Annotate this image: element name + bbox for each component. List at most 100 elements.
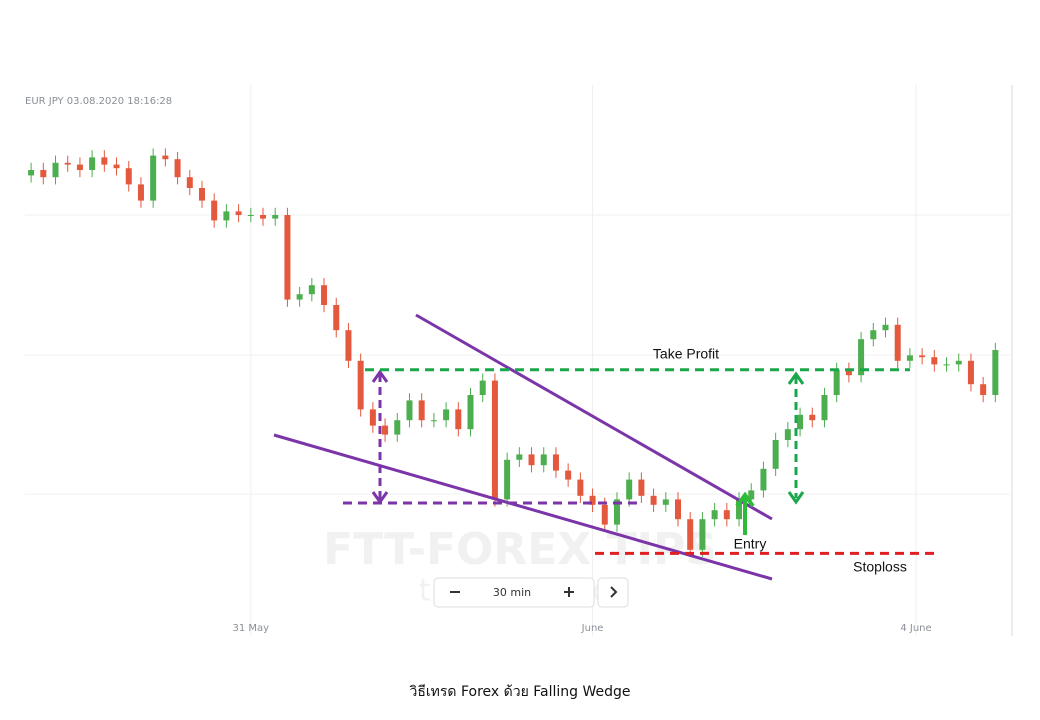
caption: วิธีเทรด Forex ด้วย Falling Wedge	[409, 684, 630, 700]
candle-body	[76, 164, 83, 170]
candle-body	[906, 355, 913, 361]
candle-body	[40, 170, 47, 178]
next-button[interactable]	[597, 577, 629, 608]
candle-body	[125, 168, 132, 185]
candle-body	[101, 157, 108, 165]
entry-arrow	[735, 491, 755, 535]
candle-body	[321, 285, 328, 305]
candle-body	[443, 409, 450, 421]
candle-body	[870, 330, 877, 340]
interval-label[interactable]: 30 min	[493, 586, 531, 599]
candle-body	[89, 157, 96, 170]
candle-body	[699, 519, 706, 550]
candle-body	[882, 324, 889, 331]
zoom-in-button[interactable]	[564, 587, 574, 597]
height-arrow	[371, 369, 389, 505]
candle-body	[357, 360, 364, 410]
candle-body	[235, 211, 242, 215]
candle-body	[711, 510, 718, 520]
candle-body	[650, 495, 657, 505]
candle-body	[589, 495, 596, 505]
candle-body	[430, 420, 437, 422]
candle-body	[736, 499, 743, 520]
wedge-upper-line	[415, 313, 773, 521]
candle-body	[467, 395, 474, 430]
candle-body	[52, 162, 59, 178]
candle-body	[955, 360, 962, 365]
candle-body	[272, 215, 279, 219]
candle-body	[540, 454, 547, 466]
candle-body	[504, 459, 511, 500]
candle-body	[626, 479, 633, 500]
candle-body	[833, 369, 840, 395]
candle-body	[455, 409, 462, 430]
candle-body	[565, 470, 572, 480]
candle-body	[174, 159, 181, 178]
candle-body	[552, 454, 559, 471]
candle-body	[894, 324, 901, 361]
candle-body	[382, 425, 389, 435]
candle-body	[772, 440, 779, 469]
candle-body	[858, 339, 865, 376]
candle-body	[198, 188, 205, 201]
candle-body	[797, 414, 804, 430]
candle-body	[760, 468, 767, 491]
candle-body	[809, 414, 816, 421]
stoploss-label: Stoploss	[853, 559, 907, 575]
candle-body	[943, 364, 950, 366]
candle-body	[479, 380, 486, 395]
candle-body	[162, 155, 169, 160]
candle-body	[992, 350, 999, 395]
x-tick-label: 4 June	[900, 623, 931, 634]
candles	[28, 148, 999, 557]
candle-body	[333, 305, 340, 331]
chart-title: EUR JPY 03.08.2020 18:16:28	[25, 96, 172, 107]
target-arrow	[787, 371, 805, 505]
candle-body	[638, 479, 645, 496]
annotations: Take Profit Stoploss Entry	[273, 313, 935, 581]
candle-body	[784, 429, 791, 440]
candle-body	[675, 499, 682, 520]
candle-body	[967, 360, 974, 385]
candle-body	[247, 215, 254, 216]
candle-body	[296, 294, 303, 300]
candle-body	[748, 490, 755, 500]
candle-body	[394, 420, 401, 435]
candle-body	[491, 380, 498, 500]
candle-body	[980, 384, 987, 395]
take-profit-label: Take Profit	[653, 346, 719, 362]
candle-body	[528, 454, 535, 466]
candle-body	[369, 409, 376, 426]
candle-body	[28, 170, 35, 176]
wedge-lower-line	[273, 433, 773, 581]
interval-toolbar: 30 min	[433, 577, 629, 608]
candle-body	[931, 357, 938, 365]
candle-body	[613, 499, 620, 525]
candle-body	[223, 211, 230, 221]
candle-body	[919, 355, 926, 358]
candle-body	[516, 454, 523, 460]
candle-body	[418, 400, 425, 421]
candle-body	[186, 177, 193, 188]
candle-body	[137, 184, 144, 201]
candle-body	[260, 215, 267, 219]
candle-body	[284, 215, 291, 300]
candle-body	[821, 395, 828, 421]
entry-label: Entry	[734, 536, 767, 552]
x-tick-label: June	[581, 623, 604, 634]
candle-body	[845, 369, 852, 376]
candle-body	[345, 330, 352, 361]
candle-body	[150, 155, 157, 201]
candle-body	[577, 479, 584, 496]
candle-body	[308, 285, 315, 295]
candle-body	[601, 504, 608, 525]
candle-body	[211, 200, 218, 221]
watermark: FTT-FOREX TIPS	[323, 524, 717, 575]
candle-body	[113, 164, 120, 169]
candle-body	[406, 400, 413, 421]
candle-body	[723, 510, 730, 520]
candle-body	[64, 162, 71, 165]
x-tick-label: 31 May	[233, 623, 270, 634]
toolbar-box	[433, 577, 595, 608]
